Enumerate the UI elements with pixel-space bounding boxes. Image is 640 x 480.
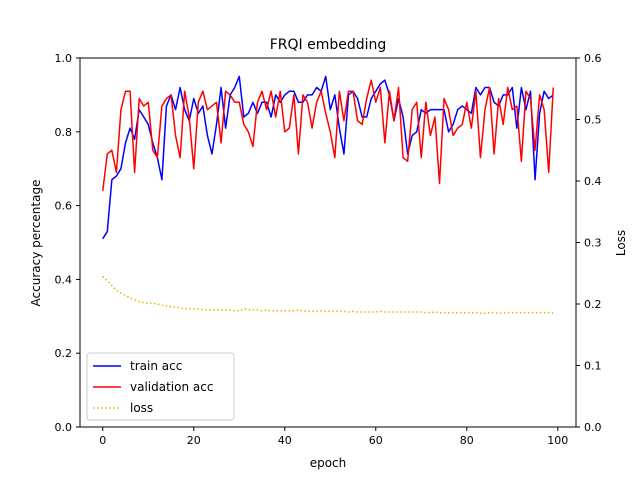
x-tick-label: 40 xyxy=(278,434,292,447)
y-tick-label: 0.8 xyxy=(55,126,73,139)
x-tick-label: 100 xyxy=(547,434,568,447)
y2-tick-label: 0.1 xyxy=(584,360,602,373)
y2-axis-label: Loss xyxy=(614,230,628,256)
series-line-validation-acc xyxy=(102,79,554,191)
y2-tick-label: 0.6 xyxy=(584,52,602,65)
x-tick-label: 80 xyxy=(460,434,474,447)
x-axis-label: epoch xyxy=(310,456,347,470)
y2-tick-label: 0.2 xyxy=(584,298,602,311)
y-axis-label: Accuracy percentage xyxy=(29,180,43,307)
chart-title: FRQI embedding xyxy=(270,37,387,53)
legend-label: validation acc xyxy=(130,380,213,394)
series-line-train-acc xyxy=(102,75,554,240)
legend: train acc validation acc loss xyxy=(86,352,235,421)
y2-tick-label: 0.3 xyxy=(584,237,602,250)
y-tick-label: 0.4 xyxy=(55,273,73,286)
x-axis-ticks: 0 20 40 60 80 100 xyxy=(99,427,568,447)
legend-label: loss xyxy=(130,401,153,415)
x-tick-label: 60 xyxy=(369,434,383,447)
legend-label: train acc xyxy=(130,359,182,373)
y-tick-label: 0.2 xyxy=(55,347,73,360)
x-tick-label: 20 xyxy=(187,434,201,447)
x-tick-label: 0 xyxy=(99,434,106,447)
series-line-loss xyxy=(102,275,554,314)
y2-tick-label: 0.5 xyxy=(584,114,602,127)
series-layer xyxy=(102,75,554,314)
legend-box xyxy=(86,352,235,421)
y-tick-label: 0.6 xyxy=(55,200,73,213)
y-axis-ticks: 0.0 0.2 0.4 0.6 0.8 1.0 xyxy=(55,52,80,434)
y-tick-label: 1.0 xyxy=(55,52,73,65)
y-tick-label: 0.0 xyxy=(55,421,73,434)
y2-tick-label: 0.4 xyxy=(584,175,602,188)
y2-tick-label: 0.0 xyxy=(584,421,602,434)
y2-axis-ticks: 0.0 0.1 0.2 0.3 0.4 0.5 0.6 xyxy=(576,52,602,434)
